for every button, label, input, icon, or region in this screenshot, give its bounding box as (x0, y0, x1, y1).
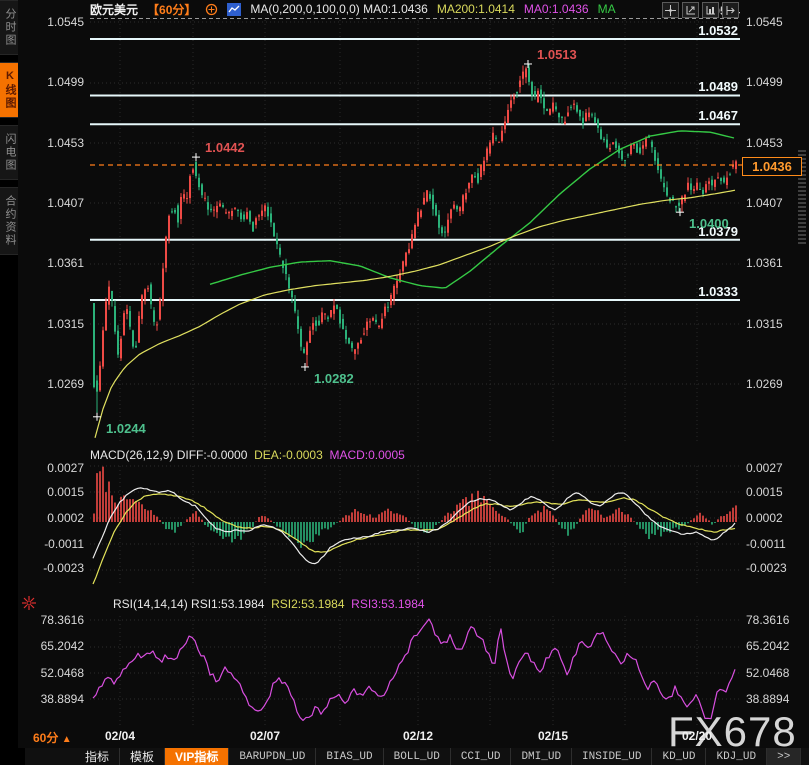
rsi-label-row: RSI(14,14,14) RSI1:53.1984 RSI2:53.1984 … (113, 597, 425, 611)
level-label: 1.0489 (698, 79, 738, 95)
toolbar-item-boll[interactable]: BOLL_UD (384, 748, 451, 765)
level-label: 1.0467 (698, 108, 738, 124)
price-annotation-low: 1.0282 (314, 370, 354, 386)
toolbar-item-indicator[interactable]: 指标 (75, 748, 121, 765)
pan-right-icon[interactable] (722, 2, 739, 18)
macd-axis-tick: -0.0023 (746, 561, 787, 575)
date-tick: 02/07 (249, 729, 281, 743)
toolbar-item-more[interactable]: >> (767, 748, 802, 765)
toolbar-item-dmi[interactable]: DMI_UD (511, 748, 573, 765)
ma200-value: MA200:1.0414 (436, 2, 515, 16)
main-axis-tick: 1.0361 (746, 256, 783, 271)
axis-zoom-in-icon[interactable] (682, 2, 699, 18)
main-axis-tick: 1.0545 (47, 15, 84, 29)
main-axis-tick: 1.0407 (746, 196, 783, 210)
chart-type-icon[interactable] (227, 2, 242, 16)
toolbar-item-kdj[interactable]: KDJ_UD (706, 748, 768, 765)
macd-macd-value: MACD:0.0005 (329, 448, 405, 462)
macd-axis-tick: 0.0027 (47, 461, 84, 475)
level-label: 1.0532 (698, 23, 738, 39)
main-axis-tick: 1.0499 (746, 75, 783, 90)
macd-dea-value: DEA:-0.0003 (254, 448, 323, 462)
toolbar-item-template[interactable]: 模板 (120, 748, 166, 765)
chart-tools (662, 2, 739, 18)
macd-axis-tick: 0.0015 (746, 485, 783, 499)
current-price-box: 1.0436 (742, 157, 802, 176)
rsi-axis-tick: 52.0468 (746, 665, 790, 680)
date-tick: 02/04 (104, 729, 136, 743)
indicator-starburst-icon (21, 595, 37, 616)
rsi-axis-tick: 78.3616 (40, 613, 84, 627)
ma-tail-label: MA (597, 2, 616, 16)
date-tick: 02/20 (681, 729, 713, 743)
left-sidebar: 分时图 K线图 闪电图 合约资料 (0, 0, 18, 765)
main-axis-tick: 1.0545 (746, 15, 783, 29)
symbol-title: 欧元美元 (90, 2, 139, 17)
sidebar-tab-timeline[interactable]: 分时图 (0, 0, 18, 55)
rsi-axis-tick: 65.2042 (40, 639, 84, 654)
price-annotation-high: 1.0513 (537, 46, 577, 62)
macd-axis-tick: -0.0011 (746, 537, 786, 551)
main-axis-tick: 1.0315 (47, 316, 84, 331)
date-tick: 02/15 (537, 729, 569, 743)
price-annotation-low: 1.0244 (106, 420, 146, 436)
main-axis-tick: 1.0361 (47, 256, 84, 271)
price-annotation-high: 1.0442 (205, 140, 245, 156)
rsi2-value: RSI2:53.1984 (271, 597, 345, 611)
level-label: 1.0379 (698, 223, 738, 239)
sidebar-tab-contract-info[interactable]: 合约资料 (0, 187, 18, 255)
main-axis-tick: 1.0269 (746, 377, 783, 391)
date-tick: 02/12 (402, 729, 434, 743)
main-axis-tick: 1.0453 (47, 135, 84, 150)
rsi-axis-tick: 78.3616 (746, 613, 790, 627)
rsi-axis-tick: 38.8894 (40, 692, 84, 706)
toolbar-item-cci[interactable]: CCI_UD (451, 748, 512, 765)
main-axis-tick: 1.0407 (47, 196, 84, 210)
circle-plus-icon[interactable] (205, 3, 218, 16)
main-axis-tick: 1.0269 (47, 377, 84, 391)
toolbar-item-bias[interactable]: BIAS_UD (316, 748, 384, 765)
rsi-axis-tick: 38.8894 (746, 692, 790, 706)
macd-axis-tick: 0.0015 (47, 485, 84, 499)
ma-settings-label: MA(0,200,0,100,0,0) MA0:1.0436 (250, 2, 428, 16)
main-axis-tick: 1.0315 (746, 316, 783, 331)
period-selector[interactable]: 60分 ▲ (33, 731, 72, 745)
macd-axis-tick: -0.0011 (44, 537, 84, 551)
main-axis-tick: 1.0453 (746, 135, 783, 150)
macd-title: MACD(26,12,9) DIFF:-0.0000 (90, 448, 248, 462)
rsi3-value: RSI3:53.1984 (351, 597, 425, 611)
period-label: 【60分】 (147, 2, 197, 17)
macd-axis-tick: -0.0023 (43, 561, 84, 575)
macd-label-row: MACD(26,12,9) DIFF:-0.0000 DEA:-0.0003 M… (90, 448, 405, 462)
level-label: 1.0333 (698, 284, 738, 300)
right-scrollbar[interactable] (798, 150, 806, 246)
main-axis-tick: 1.0499 (47, 75, 84, 90)
toolbar-item-kd[interactable]: KD_UD (652, 748, 707, 765)
rsi-title: RSI(14,14,14) RSI1:53.1984 (113, 597, 265, 611)
price-annotation-low: 1.0400 (689, 216, 729, 232)
rsi-axis-tick: 65.2042 (746, 639, 790, 654)
macd-axis-tick: 0.0002 (746, 511, 783, 525)
toolbar-item-barupdn[interactable]: BARUPDN_UD (229, 748, 317, 765)
macd-axis-tick: 0.0027 (746, 461, 783, 475)
rsi-axis-tick: 52.0468 (40, 665, 84, 680)
bottom-toolbar: 指标 模板 VIP指标 BARUPDN_UD BIAS_UD BOLL_UD C… (18, 748, 809, 765)
ma0-value: MA0:1.0436 (523, 2, 589, 16)
chart-header: 欧元美元 【60分】 MA(0,200,0,100,0,0) MA0:1.043… (18, 0, 809, 18)
toolbar-item-vip-indicator[interactable]: VIP指标 (165, 748, 230, 765)
move-crosshair-icon[interactable] (662, 2, 679, 18)
sidebar-tab-flash[interactable]: 闪电图 (0, 125, 18, 180)
macd-axis-tick: 0.0002 (47, 511, 84, 525)
sidebar-tab-kline[interactable]: K线图 (0, 62, 18, 118)
axis-zoom-out-icon[interactable] (702, 2, 719, 18)
toolbar-item-inside[interactable]: INSIDE_UD (572, 748, 653, 765)
triangle-up-icon: ▲ (61, 734, 72, 745)
